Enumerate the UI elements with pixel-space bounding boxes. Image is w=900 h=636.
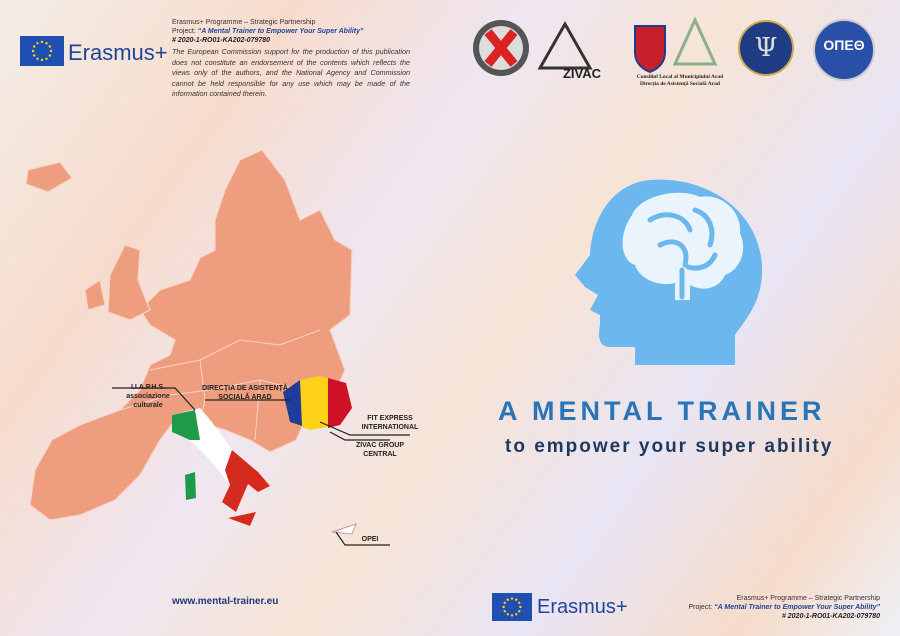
europe-landmass (29, 149, 353, 521)
erasmus-logo-text: Erasmus+ (537, 596, 628, 618)
website: www.mental-trainer.eu (172, 596, 279, 607)
eu-star (519, 605, 522, 609)
logo-psi (738, 20, 794, 76)
eu-flag (492, 593, 532, 621)
map-label-line: I.I.A.P.H.S. (130, 384, 166, 391)
eu-star (31, 49, 35, 53)
main-title: A MENTAL TRAINER (498, 396, 826, 426)
map-label-line: OPEI (361, 536, 379, 543)
sicily (228, 512, 256, 526)
british-isles (84, 244, 151, 321)
programme: Erasmus+ Programme – Strategic Partnersh… (736, 595, 880, 602)
eu-star (506, 598, 509, 601)
arad-line2: Direcția de Asistență Socială Arad (640, 81, 720, 87)
sardinia (185, 472, 196, 500)
europe-map (25, 149, 410, 546)
project-line: Project: “A Mental Trainer to Empower Yo… (688, 603, 880, 612)
eu-star (515, 613, 518, 616)
project-title: “A Mental Trainer to Empower Your Super … (197, 28, 364, 35)
eu-star (506, 613, 509, 616)
eu-star (515, 598, 518, 601)
map-label-line: CENTRAL (363, 451, 397, 458)
erasmus-logo-text: Erasmus+ (68, 40, 168, 65)
romania-blue (283, 380, 302, 426)
map-label-line: FIT EXPRESS (367, 415, 413, 422)
map-label: ZIVAC GROUP CENTRAL (340, 441, 420, 459)
project-title: “A Mental Trainer to Empower Your Super … (714, 604, 880, 611)
map-label: FIT EXPRESS INTERNATIONAL (350, 414, 430, 432)
project-line: Project: “A Mental Trainer to Empower Yo… (172, 27, 417, 36)
map-label-line: SOCIALĂ ARAD (218, 394, 272, 401)
brain-folds (647, 207, 718, 300)
programme: Erasmus+ Programme – Strategic Partnersh… (172, 19, 316, 26)
eu-star (33, 54, 36, 57)
partner-logos: ZIVAC Consiliul Local al Municipiului Ar… (473, 16, 875, 87)
eu-star (518, 610, 521, 613)
eu-star (48, 45, 51, 48)
subtitle: to empower your super ability (505, 436, 834, 457)
eu-flag (20, 36, 64, 66)
map-label: I.I.A.P.H.S. associazione culturale (108, 383, 188, 410)
map-label: DIRECȚIA DE ASISTENȚĂ SOCIALĂ ARAD (200, 384, 290, 402)
callout-lines (112, 387, 410, 546)
logo-opeth (813, 19, 875, 81)
logo-x-mark (484, 29, 518, 67)
map-label-line: ZIVAC GROUP (355, 442, 405, 449)
eu-star (510, 614, 514, 617)
opeth-text: ΟΠΕΘ (823, 37, 864, 53)
romania-red (328, 378, 352, 428)
eu-star (503, 610, 506, 613)
eu-star (40, 58, 44, 62)
eu-star (33, 45, 36, 48)
eu-star (40, 40, 44, 44)
eu-star (503, 601, 506, 604)
map-label-line: culturale (133, 402, 163, 409)
logo-das (672, 16, 718, 66)
eu-star (36, 42, 39, 45)
eu-star (49, 49, 53, 53)
project-code: # 2020-1-RO01-KA202-079780 (781, 613, 880, 620)
eu-star (510, 597, 514, 600)
eu-star (518, 601, 521, 604)
italy-red (222, 450, 270, 512)
psi-mark: Ψ (755, 33, 778, 63)
project-label: Project: (688, 604, 713, 611)
eu-star (48, 54, 51, 57)
head-icon (575, 179, 763, 365)
eu-star (45, 42, 48, 45)
logo-zivac (537, 20, 593, 70)
map-label: OPEI (350, 535, 390, 544)
italy-green (172, 410, 200, 440)
eu-star (36, 57, 39, 60)
zivac-text: ZIVAC (563, 66, 602, 81)
project-label: Project: (172, 28, 196, 35)
cyprus (331, 523, 357, 535)
map-label-line: associazione (126, 393, 170, 400)
eu-star (502, 605, 505, 609)
project-code: # 2020-1-RO01-KA202-079780 (172, 37, 271, 44)
arad-line1: Consiliul Local al Municipiului Arad (637, 74, 724, 80)
footer-project-info: Erasmus+ Programme – Strategic Partnersh… (688, 594, 880, 621)
disclaimer: The European Commission support for the … (172, 47, 410, 98)
eu-star (45, 57, 48, 60)
map-label-line: INTERNATIONAL (361, 424, 419, 431)
map-label-line: DIRECȚIA DE ASISTENȚĂ (202, 385, 288, 392)
iceland (25, 161, 73, 193)
logo-arad-crest (634, 25, 666, 74)
project-info: Erasmus+ Programme – Strategic Partnersh… (172, 18, 417, 100)
